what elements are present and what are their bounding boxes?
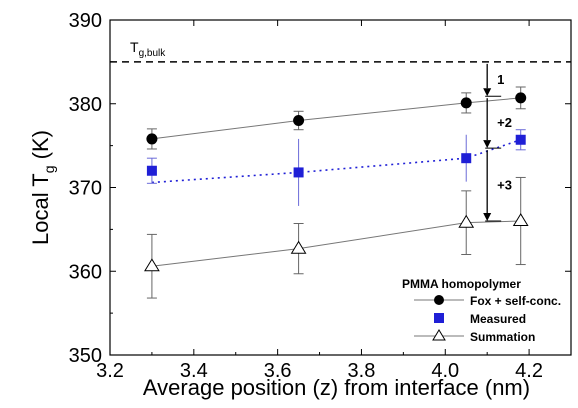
data-point (515, 92, 527, 104)
data-point (290, 240, 307, 254)
annotation-arrowhead (483, 213, 492, 221)
x-tick-label: 3.8 (348, 360, 376, 382)
y-tick-label: 390 (69, 10, 102, 32)
legend-marker (434, 295, 444, 305)
series-1 (146, 129, 526, 206)
x-tick-label: 3.4 (180, 360, 208, 382)
x-axis-title: Average position (z) from interface (nm) (143, 375, 530, 400)
y-tick-label: 360 (69, 261, 102, 283)
x-tick-label: 4.0 (431, 360, 459, 382)
data-point (460, 97, 472, 109)
series-line (151, 139, 521, 184)
data-point (515, 134, 526, 145)
y-axis-title-unit: (K) (28, 130, 53, 165)
data-point (458, 214, 475, 228)
x-tick-label: 4.2 (515, 360, 543, 382)
annotation-arrowhead (483, 140, 492, 149)
series-2 (144, 176, 529, 299)
series-line (151, 220, 521, 267)
legend-title: PMMA homopolymer (402, 277, 521, 291)
y-tick-label: 350 (69, 345, 102, 367)
y-axis-title: Local Tg (K) (28, 130, 57, 245)
y-axis-title-sub: g (41, 165, 57, 173)
bulk-tg-label-main: T (130, 39, 139, 55)
data-point (461, 153, 472, 164)
legend-marker (434, 313, 444, 323)
annotation-label: +3 (497, 178, 512, 193)
annotation-label: +2 (497, 115, 512, 130)
legend-entry: Summation (470, 330, 535, 344)
y-axis-title-main: Local T (28, 173, 53, 245)
x-tick-label: 3.6 (264, 360, 292, 382)
annotation-arrowhead (483, 88, 492, 97)
legend-entry: Measured (470, 312, 526, 326)
data-point (293, 167, 304, 178)
y-tick-label: 380 (69, 94, 102, 116)
data-point (146, 133, 158, 145)
annotation-label: 1 (497, 72, 504, 87)
y-tick-label: 370 (69, 178, 102, 200)
series-line (151, 97, 521, 140)
bulk-tg-label: Tg,bulk (130, 39, 166, 59)
series-0 (146, 86, 527, 150)
data-point (144, 258, 160, 272)
legend-marker (432, 329, 446, 341)
legend-entry: Fox + self-conc. (470, 294, 561, 308)
bulk-tg-label-sub: g,bulk (139, 48, 167, 59)
x-tick-label: 3.2 (96, 360, 124, 382)
data-point (146, 165, 157, 176)
data-point (512, 213, 529, 227)
data-point (293, 115, 305, 126)
